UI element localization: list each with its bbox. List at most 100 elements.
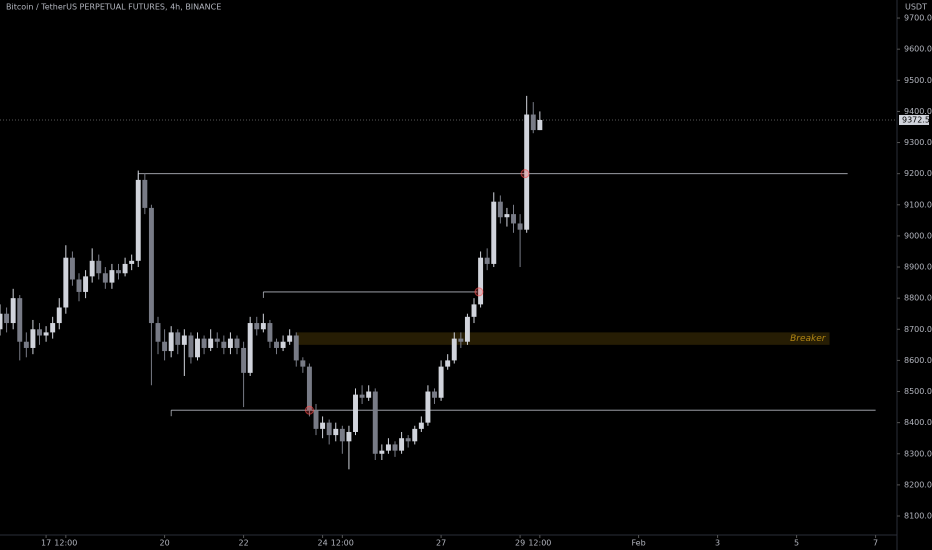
y-tick-label: 8200.0	[904, 480, 932, 489]
candle-body	[135, 179, 141, 261]
candle-body	[537, 119, 543, 131]
candle-body	[17, 298, 23, 342]
candle-body	[405, 438, 411, 442]
candle-body	[10, 298, 16, 324]
y-tick-label: 8800.0	[904, 294, 932, 303]
candle-body	[116, 270, 121, 274]
x-tick-label: 5	[794, 539, 799, 548]
candle-body	[181, 335, 187, 345]
candle-body	[162, 341, 168, 352]
candle-body	[491, 201, 497, 264]
candle-body	[188, 335, 194, 358]
candle-body	[76, 279, 82, 292]
candle-body	[530, 114, 536, 131]
candle-body	[471, 304, 477, 317]
candle-body	[392, 444, 398, 451]
candle-body	[524, 114, 530, 230]
x-tick-label: 12:00	[331, 539, 354, 548]
candle-body	[234, 338, 240, 348]
marker	[304, 405, 314, 415]
candle-body	[320, 422, 326, 429]
y-tick-label: 9600.0	[904, 45, 932, 54]
candle-body	[30, 329, 36, 348]
candle-body	[484, 257, 490, 264]
candle-body	[247, 323, 253, 373]
candle-body	[260, 323, 266, 330]
x-tick-label: 12:00	[54, 539, 77, 548]
y-tick-label: 8500.0	[904, 387, 932, 396]
candle-body	[201, 338, 207, 348]
candle-body	[83, 276, 89, 292]
candle-body	[379, 450, 385, 454]
candle-body	[372, 391, 378, 454]
candle-body	[89, 260, 95, 277]
candle-body	[333, 428, 339, 436]
y-tick-label: 8900.0	[904, 263, 932, 272]
x-tick-label: 29	[515, 539, 525, 548]
candle-body	[339, 428, 345, 442]
candle-body	[96, 260, 102, 274]
candle-body	[366, 391, 372, 398]
y-tick-label: 9400.0	[904, 107, 932, 116]
y-axis-label: USDT	[905, 3, 927, 12]
candle-body	[438, 366, 444, 398]
y-tick-label: 8700.0	[904, 325, 932, 334]
x-tick-label: 22	[238, 539, 248, 548]
candle-body	[109, 270, 115, 283]
candle-body	[102, 273, 108, 283]
candle-body	[399, 438, 405, 451]
breaker-zone	[296, 332, 830, 345]
candle-body	[412, 428, 418, 442]
candle-body	[129, 260, 135, 264]
candle-body	[451, 338, 457, 361]
candle-body	[353, 394, 358, 432]
candle-body	[56, 307, 62, 324]
y-tick-label: 9000.0	[904, 231, 932, 240]
candle-body	[4, 313, 10, 324]
last-price-box	[899, 114, 929, 125]
candle-body	[445, 360, 451, 367]
x-tick-label: 7	[873, 539, 878, 548]
candle-body	[313, 410, 319, 429]
x-tick-label: 12:00	[528, 539, 551, 548]
candle-body	[497, 201, 503, 218]
y-tick-label: 9200.0	[904, 169, 932, 178]
candle-body	[63, 257, 69, 308]
candle-body	[175, 332, 181, 345]
candle-body	[326, 422, 332, 436]
marker	[474, 287, 484, 297]
zone-label: Breaker	[790, 334, 827, 344]
candle-body	[464, 316, 470, 342]
candle-body	[504, 214, 510, 218]
candle-body	[346, 431, 352, 442]
marker	[520, 169, 530, 179]
candle-body	[517, 223, 523, 230]
candle-body	[122, 263, 128, 274]
candle-body	[359, 394, 365, 398]
candle-body	[300, 360, 306, 367]
y-tick-label: 9100.0	[904, 200, 932, 209]
candle-body	[214, 338, 220, 342]
y-tick-label: 8600.0	[904, 356, 932, 365]
x-tick-label: 20	[159, 539, 169, 548]
candle-body	[208, 338, 214, 348]
x-tick-label: Feb	[632, 539, 646, 548]
candle-body	[306, 366, 312, 411]
candle-body	[287, 335, 293, 342]
candle-body	[23, 341, 29, 348]
candle-body	[267, 323, 273, 342]
candle-body	[254, 323, 260, 330]
candle-body	[432, 391, 437, 398]
candle-body	[69, 257, 75, 280]
candle-body	[142, 179, 148, 208]
candle-body	[0, 313, 3, 330]
candle-body	[511, 214, 516, 224]
last-price-label: 9372.5	[902, 115, 930, 124]
candle-body	[221, 341, 227, 348]
candle-body	[280, 341, 286, 348]
y-tick-label: 9500.0	[904, 76, 932, 85]
candle-body	[241, 347, 247, 373]
candle-body	[293, 335, 299, 361]
